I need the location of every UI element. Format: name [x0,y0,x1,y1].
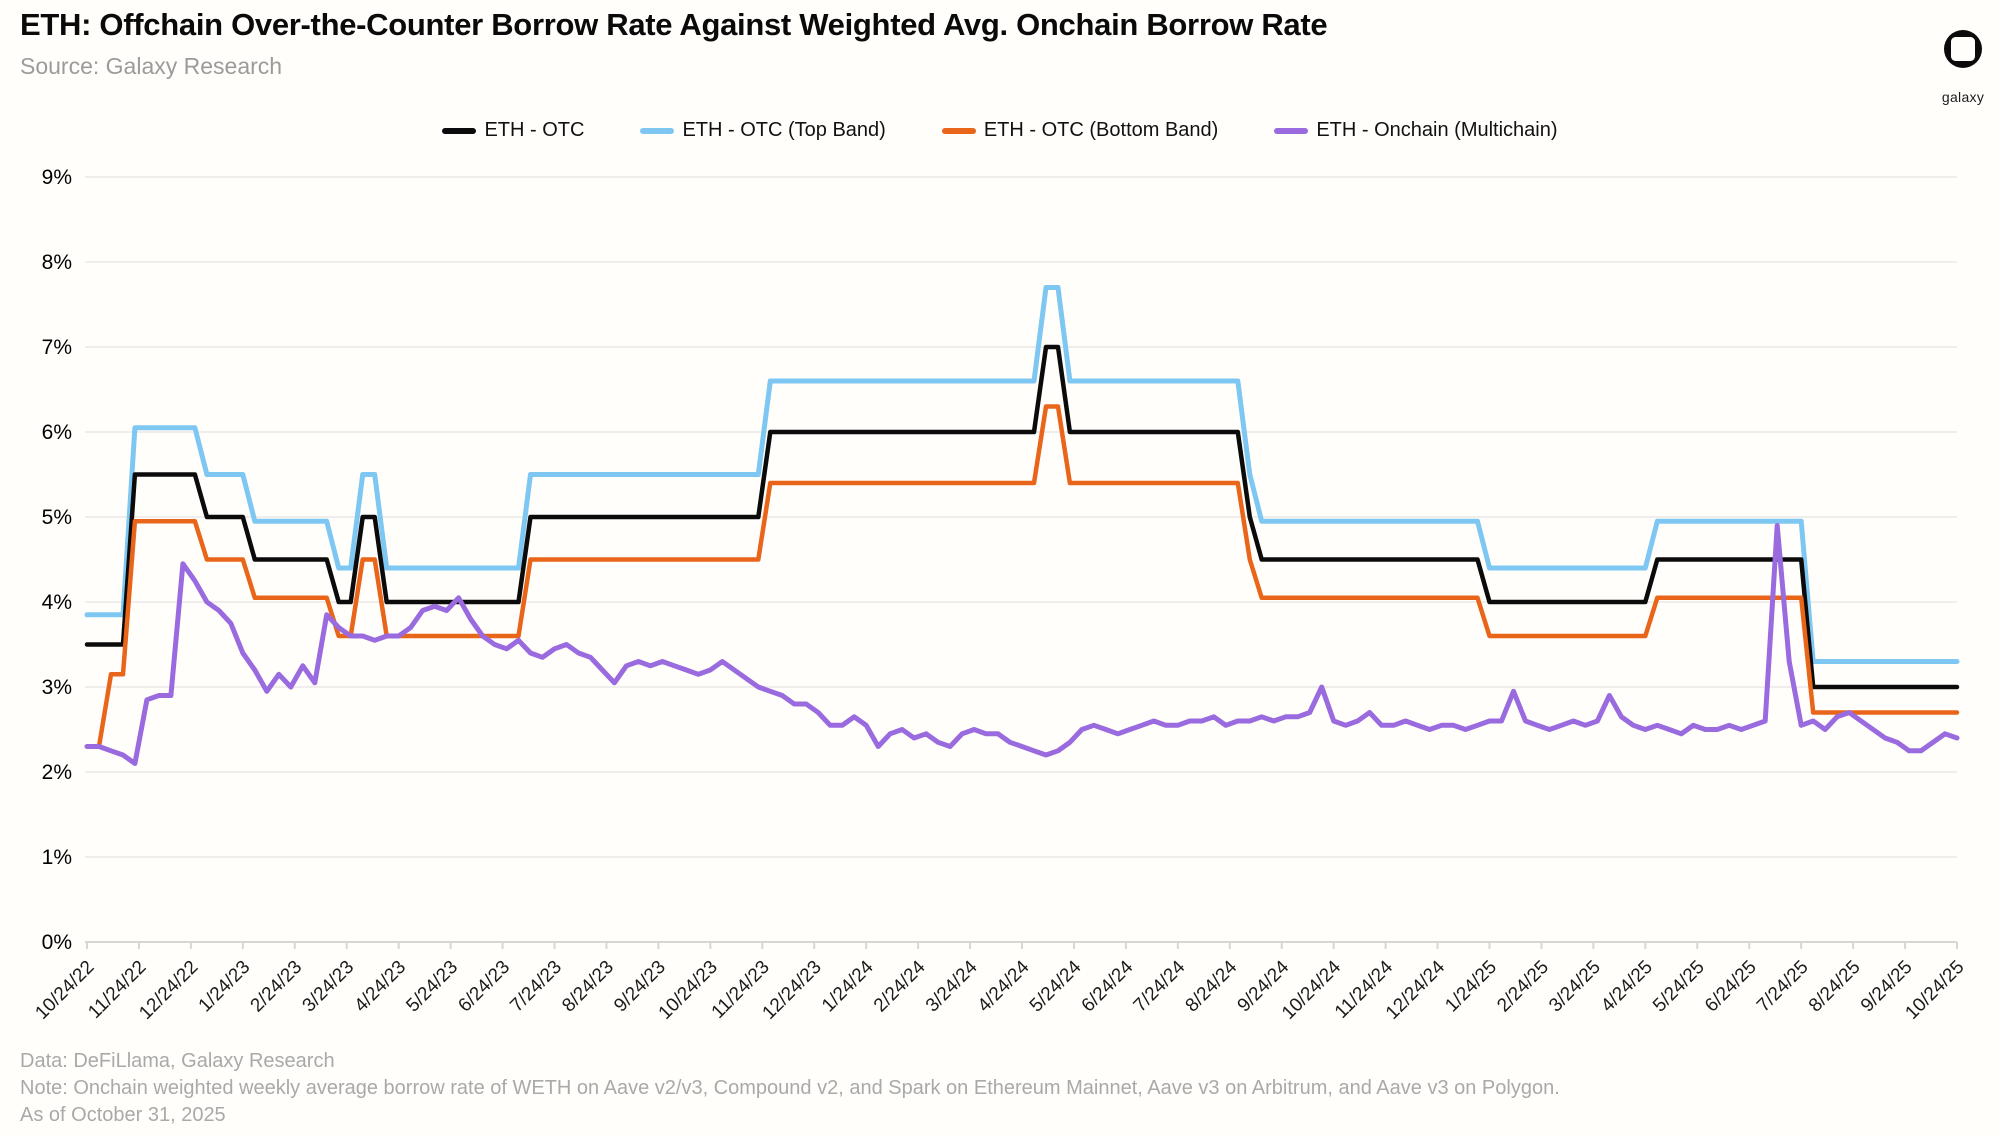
svg-text:7/24/24: 7/24/24 [1130,956,1190,1016]
svg-text:6/24/23: 6/24/23 [454,957,514,1017]
otc-line-swatch-icon [442,127,477,134]
svg-text:6/24/25: 6/24/25 [1701,957,1761,1017]
svg-text:4/24/25: 4/24/25 [1597,957,1657,1017]
chart-footnotes: Data: DeFiLlama, Galaxy Research Note: O… [20,1048,1560,1129]
footnote-data-source: Data: DeFiLlama, Galaxy Research [20,1050,335,1072]
svg-text:7%: 7% [42,336,72,359]
bottom-band-line-swatch-icon [941,127,976,134]
svg-text:5%: 5% [42,506,72,529]
svg-text:7/24/25: 7/24/25 [1753,957,1813,1017]
galaxy-logo-text: galaxy [1941,89,1985,105]
svg-text:8/24/25: 8/24/25 [1805,957,1865,1017]
svg-text:9%: 9% [42,166,72,189]
svg-text:4%: 4% [42,591,72,614]
svg-text:8/24/24: 8/24/24 [1182,956,1242,1016]
svg-text:3/24/25: 3/24/25 [1545,957,1605,1017]
svg-text:2%: 2% [42,761,72,784]
svg-text:4/24/24: 4/24/24 [974,956,1034,1016]
source-caption: Source: Galaxy Research [20,52,283,79]
svg-text:0%: 0% [42,931,72,954]
legend-label: ETH - OTC (Top Band) [682,119,886,141]
svg-text:3/24/23: 3/24/23 [299,957,359,1017]
svg-text:2/24/24: 2/24/24 [870,956,930,1016]
svg-text:1/24/25: 1/24/25 [1441,957,1501,1017]
svg-text:1%: 1% [42,846,72,869]
svg-text:7/24/23: 7/24/23 [506,957,566,1017]
legend-label: ETH - OTC (Bottom Band) [983,119,1219,141]
footnote-methodology: Note: Onchain weighted weekly average bo… [20,1077,1560,1099]
top-band-line-swatch-icon [640,127,675,134]
galaxy-logo: galaxy [1928,18,1998,105]
svg-text:6%: 6% [42,421,72,444]
svg-text:8%: 8% [42,251,72,274]
legend-label: ETH - Onchain (Multichain) [1316,119,1558,141]
footnote-as-of-date: As of October 31, 2025 [20,1104,226,1126]
chart-header: ETH: Offchain Over-the-Counter Borrow Ra… [20,6,1328,80]
legend-item-otc-bottom-band: ETH - OTC (Bottom Band) [941,119,1219,142]
svg-text:6/24/24: 6/24/24 [1078,956,1138,1016]
onchain-line-swatch-icon [1274,127,1309,134]
svg-text:5/24/24: 5/24/24 [1026,956,1086,1016]
svg-text:2/24/23: 2/24/23 [247,957,307,1017]
legend-label: ETH - OTC [484,119,585,141]
svg-text:1/24/24: 1/24/24 [818,956,878,1016]
chart-legend: ETH - OTC ETH - OTC (Top Band) ETH - OTC… [0,119,2000,142]
legend-item-onchain: ETH - Onchain (Multichain) [1274,119,1558,142]
svg-text:3%: 3% [42,676,72,699]
svg-text:4/24/23: 4/24/23 [351,957,411,1017]
svg-text:3/24/24: 3/24/24 [922,956,982,1016]
svg-text:8/24/23: 8/24/23 [558,957,618,1017]
svg-text:5/24/25: 5/24/25 [1649,957,1709,1017]
svg-text:1/24/23: 1/24/23 [195,957,255,1017]
legend-item-otc-top-band: ETH - OTC (Top Band) [640,119,886,142]
legend-item-otc: ETH - OTC [442,119,584,142]
page-title: ETH: Offchain Over-the-Counter Borrow Ra… [20,7,1328,42]
galaxy-helmet-icon [1944,30,1982,68]
svg-text:2/24/25: 2/24/25 [1493,957,1553,1017]
svg-text:10/24/22: 10/24/22 [31,957,98,1024]
svg-text:5/24/23: 5/24/23 [402,957,462,1017]
